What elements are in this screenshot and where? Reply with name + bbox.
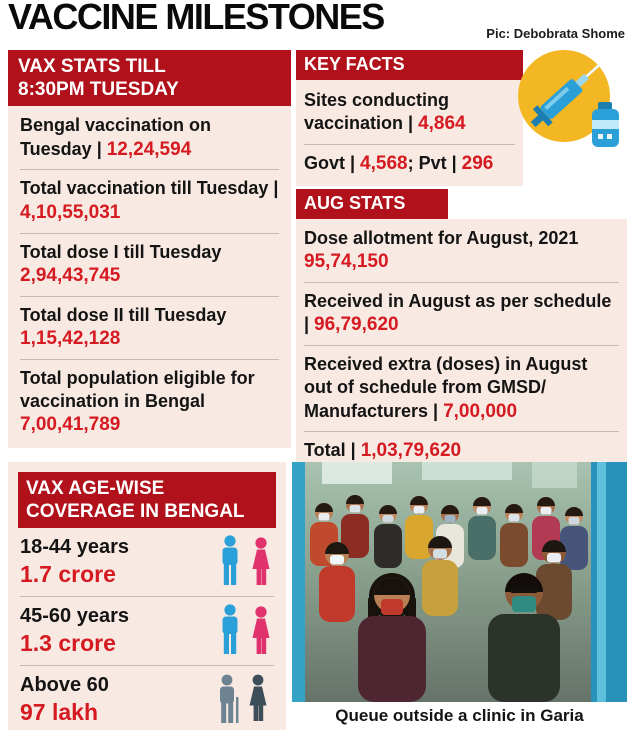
stat-value: 4,864 — [418, 113, 466, 135]
age-range-label: 18-44 years — [20, 536, 129, 559]
stat-label: Govt | — [304, 153, 361, 174]
stat-value: 7,00,41,789 — [20, 414, 121, 436]
age-icons-above-60 — [214, 673, 274, 727]
stat-label: Total | — [304, 440, 361, 461]
vax-stats-panel: VAX STATS TILL 8:30PM TUESDAY Bengal vac… — [8, 50, 291, 449]
stat-row-sites: Sites conducting vaccination | 4,864 — [304, 82, 515, 146]
age-wise-header: VAX AGE-WISE COVERAGE IN BENGAL — [18, 472, 276, 529]
age-row-above-60: Above 60 97 lakh — [20, 666, 274, 730]
stat-label: Total population eligible for vaccinatio… — [20, 367, 255, 412]
age-range-value: 1.3 crore — [20, 630, 116, 657]
stat-row-received-extra: Received extra (doses) in August out of … — [304, 346, 619, 433]
stat-row-aug-total: Total | 1,03,79,620 — [304, 432, 619, 471]
stat-value: 95,74,150 — [304, 251, 389, 273]
syringe-icon — [514, 44, 626, 158]
stat-row-eligible-population: Total population eligible for vaccinatio… — [20, 360, 279, 445]
stat-label: Received extra (doses) in August out of … — [304, 353, 588, 421]
stat-value: 2,94,43,745 — [20, 264, 121, 286]
stat-label: ; Pvt | — [407, 153, 462, 174]
crowd-photo-graphic — [292, 462, 627, 702]
stat-value: 7,00,000 — [443, 400, 518, 422]
aug-stats-body: Dose allotment for August, 2021 95,74,15… — [296, 218, 627, 474]
age-range-label: 45-60 years — [20, 605, 129, 628]
stat-row-total-vaccination: Total vaccination till Tuesday | 4,10,55… — [20, 170, 279, 234]
age-wise-header-line1: VAX AGE-WISE — [26, 478, 165, 499]
stat-row-received-schedule: Received in August as per schedule | 96,… — [304, 283, 619, 346]
age-wise-panel: VAX AGE-WISE COVERAGE IN BENGAL 18-44 ye… — [8, 462, 286, 730]
vax-stats-header: VAX STATS TILL 8:30PM TUESDAY — [8, 50, 291, 107]
female-icon — [252, 537, 270, 586]
stat-label: Total dose I till Tuesday — [20, 241, 222, 262]
photo-caption: Queue outside a clinic in Garia — [335, 706, 584, 725]
age-range-label: Above 60 — [20, 674, 109, 697]
male-icon — [222, 535, 238, 586]
right-column: KEY FACTS Sites conducting vaccination |… — [296, 50, 627, 474]
elderly-couple-icon — [220, 674, 267, 724]
vax-stats-header-line2: 8:30PM TUESDAY — [18, 79, 179, 101]
stat-value: 4,10,55,031 — [20, 201, 121, 223]
stat-label: Dose allotment for August, 2021 — [304, 227, 579, 248]
stat-row-allotment: Dose allotment for August, 2021 95,74,15… — [304, 220, 619, 283]
stat-row-govt-pvt: Govt | 4,568; Pvt | 296 — [304, 145, 515, 184]
age-text: 18-44 years 1.7 crore — [20, 536, 129, 588]
age-row-45-60: 45-60 years 1.3 crore — [20, 597, 274, 667]
stat-value: 1,15,42,128 — [20, 327, 121, 349]
stat-label: Total dose II till Tuesday — [20, 304, 227, 325]
stat-label: Received in August as per schedule | — [304, 290, 612, 335]
age-range-value: 1.7 crore — [20, 561, 116, 588]
stat-value: 296 — [461, 153, 494, 175]
age-row-18-44: 18-44 years 1.7 crore — [20, 528, 274, 598]
stat-value: 1,03,79,620 — [360, 440, 462, 462]
female-icon — [252, 606, 270, 655]
aug-stats-header-label: AUG STATS — [304, 192, 406, 213]
key-facts-body: Sites conducting vaccination | 4,864 Gov… — [296, 79, 523, 186]
page-title: VACCINE MILESTONES — [8, 0, 385, 37]
stat-label: Sites conducting vaccination | — [304, 89, 450, 134]
stat-label: Bengal vaccination on Tuesday | — [20, 115, 212, 159]
stat-value: 96,79,620 — [314, 314, 399, 336]
key-facts-header-label: KEY FACTS — [304, 54, 405, 74]
age-icons-18-44 — [217, 535, 274, 589]
stat-label: Total vaccination till Tuesday | — [20, 178, 279, 199]
age-range-value: 97 lakh — [20, 699, 98, 726]
photo-credit: Pic: Debobrata Shome — [486, 26, 625, 41]
age-text: Above 60 97 lakh — [20, 674, 109, 726]
stat-row-bengal-tuesday: Bengal vaccination on Tuesday | 12,24,59… — [20, 107, 279, 171]
age-text: 45-60 years 1.3 crore — [20, 605, 129, 657]
stat-value: 4,568 — [360, 153, 408, 175]
vax-stats-body: Bengal vaccination on Tuesday | 12,24,59… — [8, 106, 291, 449]
stat-value: 12,24,594 — [106, 138, 192, 160]
male-icon — [222, 604, 238, 655]
age-icons-45-60 — [217, 604, 274, 658]
crowd-photo — [292, 462, 627, 702]
stat-row-dose1: Total dose I till Tuesday 2,94,43,745 — [20, 234, 279, 297]
vax-stats-header-line1: VAX STATS TILL — [18, 56, 166, 77]
syringe-vial-graphic — [518, 50, 619, 147]
aug-stats-header: AUG STATS — [296, 188, 448, 219]
stat-row-dose2: Total dose II till Tuesday 1,15,42,128 — [20, 297, 279, 360]
key-facts-header: KEY FACTS — [296, 50, 523, 80]
age-wise-header-line2: COVERAGE IN BENGAL — [26, 501, 245, 523]
